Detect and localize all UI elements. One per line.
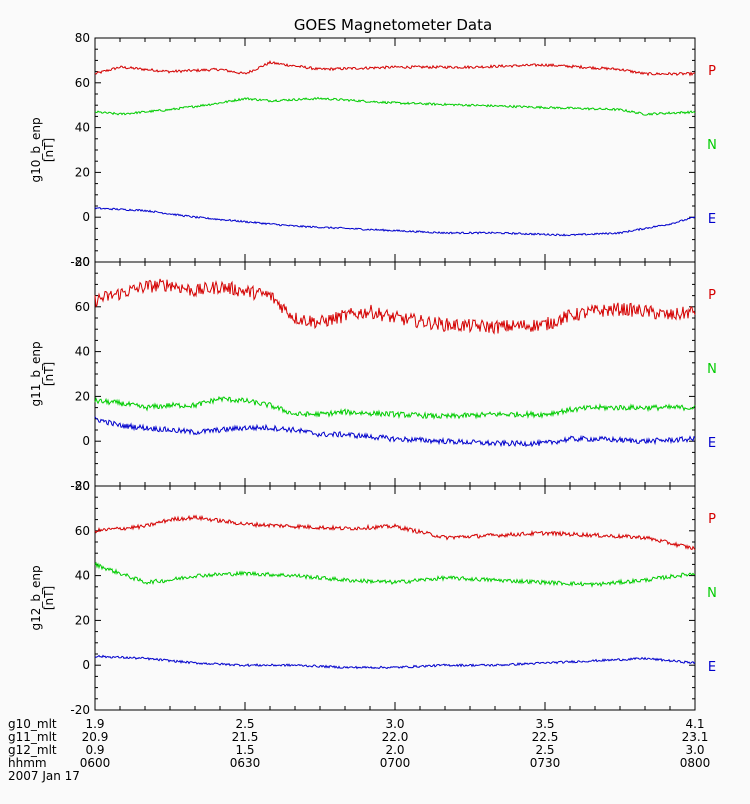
footer-tick-label: 0630	[230, 756, 261, 770]
footer-tick-label: 2.5	[535, 743, 554, 757]
y-axis-unit: [nT]	[42, 138, 56, 162]
panel-frame	[94, 261, 696, 487]
y-tick-label: 0	[82, 658, 90, 672]
y-tick-label: 40	[75, 345, 90, 359]
footer-tick-label: 2.5	[235, 717, 254, 731]
y-tick-label: -20	[70, 479, 90, 493]
legend-label-P: P	[708, 64, 716, 79]
series-line-E	[94, 416, 696, 448]
y-tick-label: 0	[82, 434, 90, 448]
y-tick-label: -20	[70, 703, 90, 717]
footer-tick-label: 1.5	[235, 743, 254, 757]
footer-tick-label: 3.5	[535, 717, 554, 731]
footer-tick-label: 0800	[680, 756, 711, 770]
y-tick-label: 80	[75, 255, 90, 269]
y-tick-label: 40	[75, 569, 90, 583]
legend-label-N: N	[707, 138, 717, 153]
chart-title: GOES Magnetometer Data	[294, 16, 492, 34]
series-line-N	[94, 561, 696, 588]
footer-tick-label: 20.9	[82, 730, 109, 744]
footer-tick-label: 2.0	[385, 743, 404, 757]
y-tick-label: 40	[75, 121, 90, 135]
y-axis-label: g10_b_enp	[29, 117, 43, 182]
y-tick-label: 20	[75, 165, 90, 179]
legend-label-N: N	[707, 586, 717, 601]
panel-0: -20 0 20 40 60 80 g10_b_enp [nT] P N E	[29, 31, 717, 269]
footer-row-label: g10_mlt	[8, 717, 57, 731]
y-tick-label: 60	[75, 300, 90, 314]
y-tick-label: 0	[82, 210, 90, 224]
legend-label-P: P	[708, 288, 716, 303]
footer-tick-label: 4.1	[685, 717, 704, 731]
footer-tick-label: 23.1	[682, 730, 709, 744]
series-line-P	[94, 514, 696, 551]
series-line-P	[94, 278, 696, 335]
y-tick-label: 80	[75, 479, 90, 493]
footer-tick-label: 22.5	[532, 730, 559, 744]
footer-row-label: hhmm	[8, 756, 47, 770]
series-line-N	[94, 395, 696, 420]
y-axis-label: g11_b_enp	[29, 341, 43, 406]
footer-row-label: g12_mlt	[8, 743, 57, 757]
footer-tick-label: 0730	[530, 756, 561, 770]
legend-label-N: N	[707, 362, 717, 377]
footer-tick-label: 0700	[380, 756, 411, 770]
series-line-E	[94, 207, 696, 237]
series-line-P	[94, 60, 696, 77]
legend-label-P: P	[708, 512, 716, 527]
footer-tick-label: 0600	[80, 756, 111, 770]
panel-1: -20 0 20 40 60 80 g11_b_enp [nT] P N E	[29, 255, 717, 493]
y-tick-label: -20	[70, 255, 90, 269]
series-line-E	[94, 654, 696, 670]
footer-tick-label: 21.5	[232, 730, 259, 744]
series-line-N	[94, 96, 696, 116]
y-axis-unit: [nT]	[42, 362, 56, 386]
y-tick-label: 60	[75, 76, 90, 90]
legend-label-E: E	[708, 436, 716, 451]
panel-frame	[94, 37, 696, 263]
footer-date: 2007 Jan 17	[8, 769, 80, 783]
y-tick-label: 20	[75, 613, 90, 627]
y-tick-label: 20	[75, 389, 90, 403]
y-tick-label: 60	[75, 524, 90, 538]
panel-2: -20 0 20 40 60 80 g12_b_enp [nT] P N E	[29, 479, 717, 717]
footer-tick-label: 3.0	[385, 717, 404, 731]
legend-label-E: E	[708, 660, 716, 675]
footer-row-label: g11_mlt	[8, 730, 57, 744]
footer-tick-label: 3.0	[685, 743, 704, 757]
y-tick-label: 80	[75, 31, 90, 45]
footer-tick-label: 0.9	[85, 743, 104, 757]
legend-label-E: E	[708, 212, 716, 227]
footer-tick-label: 1.9	[85, 717, 104, 731]
footer-tick-label: 22.0	[382, 730, 409, 744]
y-axis-label: g12_b_enp	[29, 565, 43, 630]
y-axis-unit: [nT]	[42, 586, 56, 610]
